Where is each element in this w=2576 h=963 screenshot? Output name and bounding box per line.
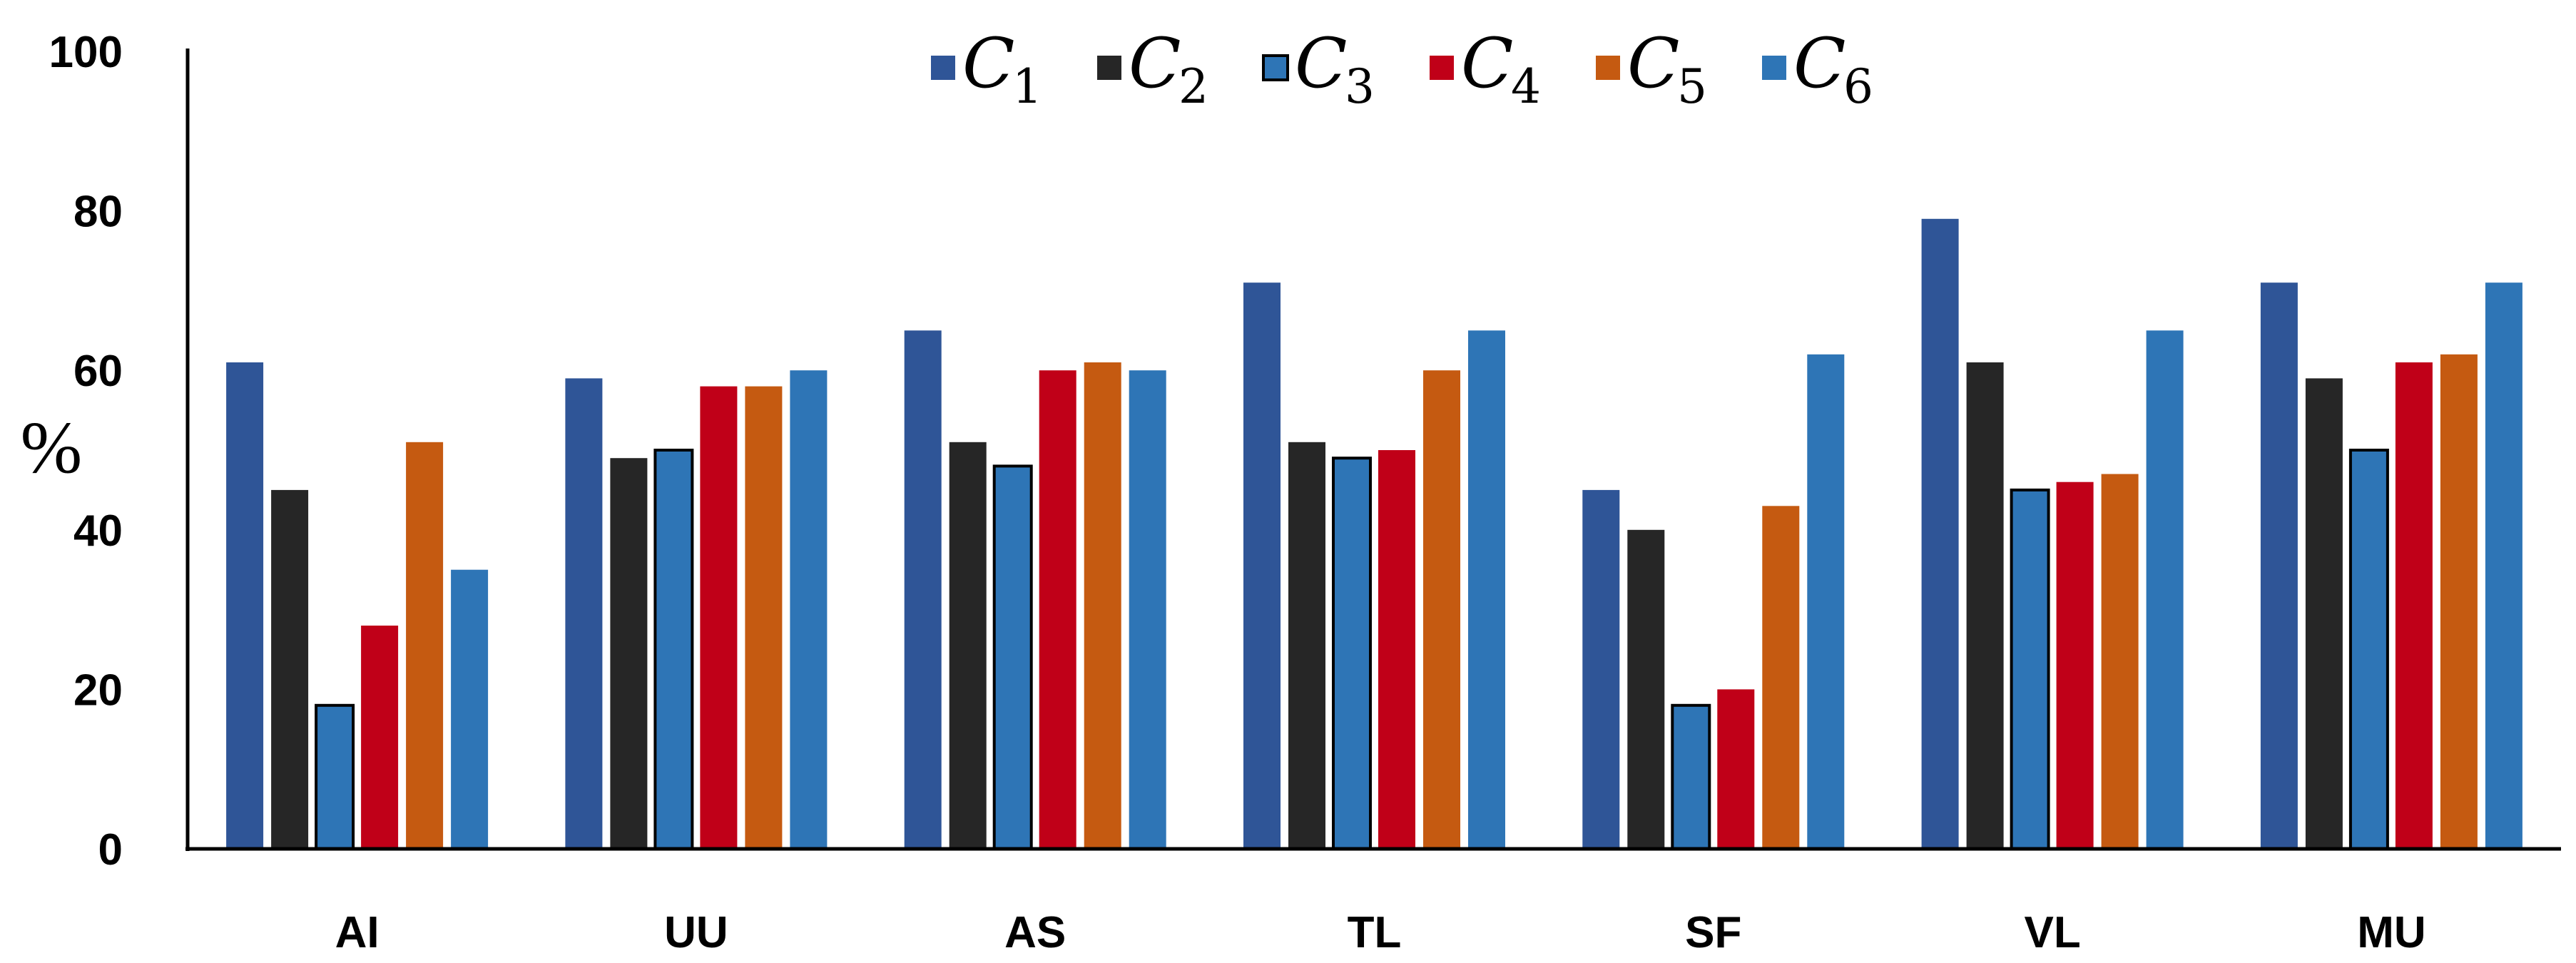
legend-subscript-c2: 2: [1178, 59, 1208, 114]
legend-label-c2: C: [1129, 24, 1181, 103]
bar-as-c2: [949, 442, 987, 849]
bar-vl-c1: [1921, 218, 1959, 849]
x-category-label-uu: UU: [664, 908, 728, 957]
x-category-label-vl: VL: [2024, 908, 2080, 957]
y-axis-label: %: [21, 407, 83, 489]
bar-mu-c5: [2440, 354, 2478, 849]
axes-layer: [185, 49, 2561, 851]
legend: C1 C2 C3 C4 C5 C6: [931, 24, 1873, 114]
x-category-label-ai: AI: [335, 908, 380, 957]
x-category-labels: AI UU AS TL SF VL MU: [335, 908, 2426, 957]
x-category-label-mu: MU: [2357, 908, 2425, 957]
bar-as-c6: [1129, 370, 1166, 849]
legend-label-c3: C: [1295, 24, 1347, 103]
legend-swatch-c2: [1097, 56, 1121, 80]
legend-subscript-c6: 6: [1843, 59, 1873, 114]
x-category-label-sf: SF: [1685, 908, 1741, 957]
bar-uu-c3: [653, 449, 694, 850]
bars-layer: [226, 218, 2522, 851]
legend-swatch-c4: [1430, 56, 1454, 80]
bar-ai-c6: [451, 569, 489, 849]
y-tick-label: 40: [73, 506, 123, 556]
bar-mu-c4: [2395, 362, 2433, 849]
y-tick-label: 100: [49, 28, 123, 77]
legend-subscript-c4: 4: [1511, 59, 1541, 114]
legend-subscript-c1: 1: [1012, 59, 1042, 114]
bar-sf-c2: [1627, 529, 1665, 849]
y-tick-labels: 0 20 40 60 80 100: [49, 28, 123, 875]
y-tick-label: 60: [73, 347, 123, 396]
y-tick-label: 0: [98, 825, 123, 875]
bar-as-c5: [1084, 362, 1121, 849]
legend-subscript-c5: 5: [1677, 59, 1707, 114]
bar-mu-c1: [2260, 282, 2298, 849]
y-tick-label: 80: [73, 188, 123, 237]
bar-tl-c3: [1332, 457, 1372, 850]
bar-ai-c4: [361, 626, 399, 849]
bar-mu-c2: [2305, 378, 2343, 849]
bar-sf-c6: [1807, 354, 1845, 849]
bar-ai-c3: [315, 703, 355, 850]
x-category-label-as: AS: [1004, 908, 1066, 957]
legend-swatch-c3: [1262, 54, 1289, 81]
bar-tl-c5: [1423, 370, 1460, 849]
bar-tl-c4: [1378, 450, 1415, 849]
bar-as-c3: [992, 464, 1033, 850]
bar-vl-c3: [2010, 488, 2050, 851]
legend-swatch-c6: [1762, 56, 1786, 80]
legend-label-c4: C: [1461, 24, 1513, 103]
bar-uu-c1: [565, 378, 603, 849]
bar-ai-c1: [226, 362, 264, 849]
bar-sf-c1: [1582, 489, 1620, 849]
legend-label-c6: C: [1793, 24, 1846, 103]
legend-swatch-c1: [931, 56, 955, 80]
bar-as-c1: [904, 330, 942, 849]
legend-label-c1: C: [962, 24, 1014, 103]
bar-tl-c1: [1243, 282, 1281, 849]
bar-mu-c6: [2485, 282, 2522, 849]
bar-uu-c5: [745, 386, 783, 849]
bar-sf-c5: [1762, 506, 1800, 849]
bar-vl-c5: [2101, 474, 2139, 849]
bar-uu-c2: [610, 458, 648, 849]
legend-label-c5: C: [1627, 24, 1679, 103]
legend-subscript-c3: 3: [1345, 59, 1375, 114]
bar-sf-c4: [1717, 689, 1755, 849]
bar-tl-c6: [1468, 330, 1505, 849]
legend-swatch-c5: [1596, 56, 1620, 80]
bar-vl-c2: [1966, 362, 2004, 849]
bar-as-c4: [1039, 370, 1076, 849]
bar-mu-c3: [2348, 449, 2389, 850]
bar-ai-c5: [406, 442, 444, 849]
bar-ai-c2: [271, 489, 309, 849]
bar-vl-c6: [2146, 330, 2184, 849]
bar-uu-c4: [700, 386, 738, 849]
y-tick-label: 20: [73, 666, 123, 715]
bar-tl-c2: [1288, 442, 1325, 849]
bar-uu-c6: [790, 370, 828, 849]
bar-vl-c4: [2056, 482, 2094, 849]
bar-sf-c3: [1671, 703, 1711, 850]
x-category-label-tl: TL: [1348, 908, 1402, 957]
